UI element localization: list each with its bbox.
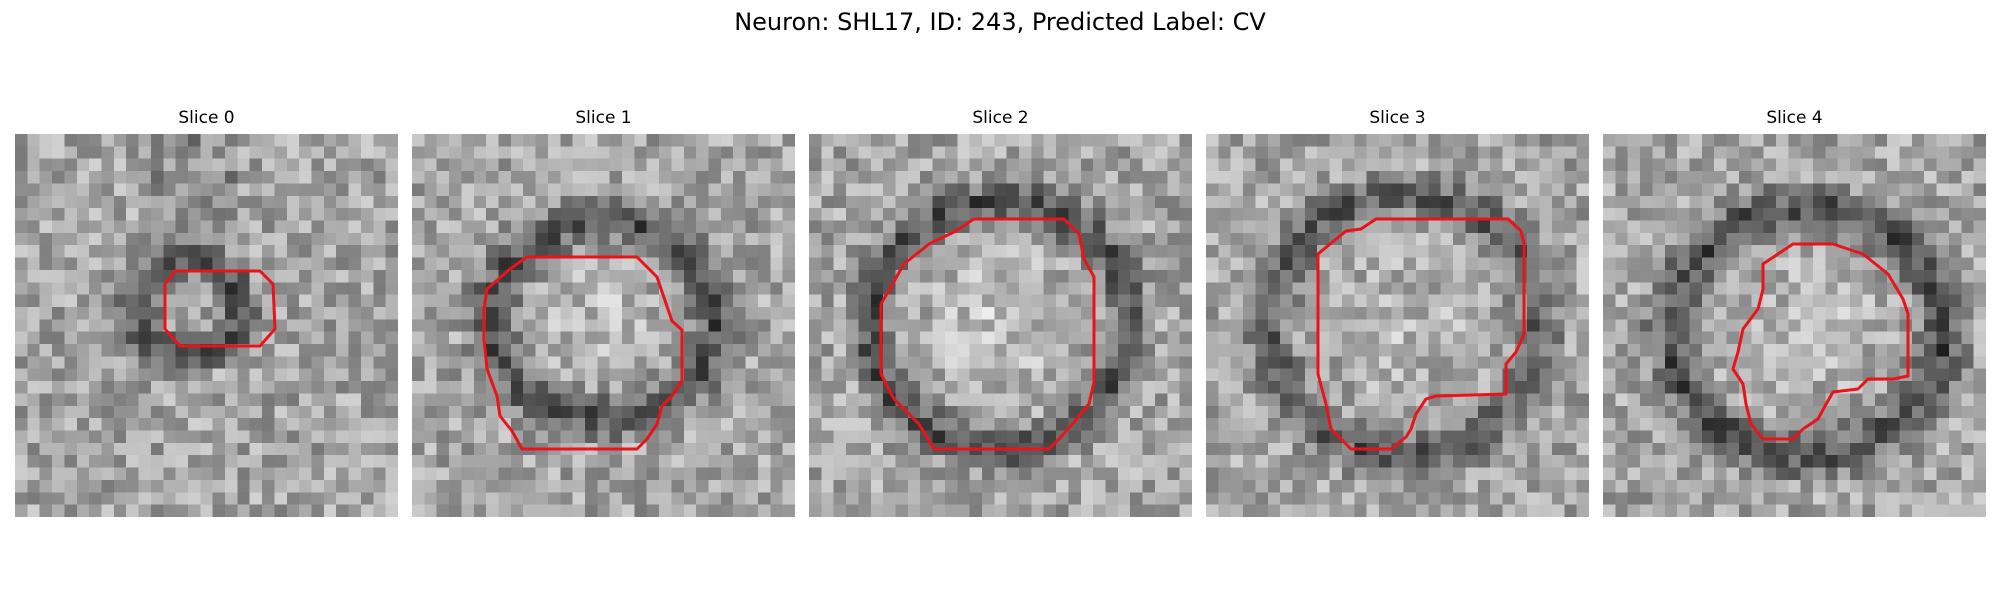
slice-image-2: [809, 134, 1192, 517]
roi-contour-4: [1731, 242, 1910, 441]
slice-title-3: Slice 3: [1369, 108, 1426, 128]
slice-title-2: Slice 2: [972, 108, 1029, 128]
slice-image-0: [15, 134, 398, 517]
slice-panel-4: Slice 4: [1603, 107, 1986, 517]
slice-title-4: Slice 4: [1766, 108, 1823, 128]
roi-contour-1: [482, 255, 684, 451]
slice-panel-1: Slice 1: [412, 107, 795, 517]
slice-title-1: Slice 1: [575, 108, 632, 128]
slice-image-4: [1603, 134, 1986, 517]
slice-image-1: [412, 134, 795, 517]
figure-title: Neuron: SHL17, ID: 243, Predicted Label:…: [734, 8, 1266, 36]
slice-title-0: Slice 0: [178, 108, 235, 128]
slice-panel-0: Slice 0: [15, 107, 398, 517]
roi-contour-2: [879, 217, 1096, 451]
roi-contour-3: [1316, 217, 1526, 451]
roi-contour-0: [163, 269, 277, 348]
slice-panel-2: Slice 2: [809, 107, 1192, 517]
slice-panel-3: Slice 3: [1206, 107, 1589, 517]
